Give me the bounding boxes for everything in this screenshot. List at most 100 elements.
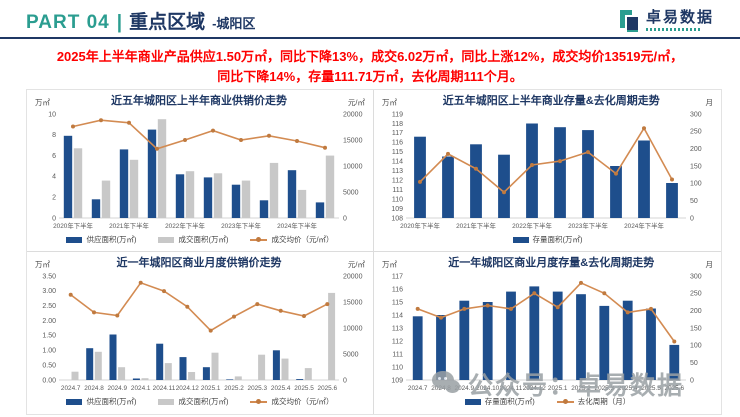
svg-text:0.50: 0.50 (42, 362, 56, 369)
svg-text:250: 250 (690, 291, 702, 298)
chart-title: 近一年城阳区商业月度存量&去化周期走势 (448, 257, 655, 269)
svg-text:3.50: 3.50 (42, 273, 56, 280)
svg-text:200: 200 (690, 146, 702, 153)
left-axis-unit: 万㎡ (382, 260, 397, 269)
chart-grid: 万㎡ 近五年城阳区上半年商业供销价走势 元/㎡ 0 2 4 6 8 10 0 5000 1000… (26, 89, 722, 415)
svg-text:113: 113 (392, 168, 403, 175)
svg-text:4: 4 (52, 174, 56, 181)
page-subtitle: -城阳区 (212, 15, 256, 31)
svg-text:5000: 5000 (343, 351, 359, 358)
svg-text:5000: 5000 (343, 189, 359, 196)
svg-text:250: 250 (690, 129, 702, 136)
svg-text:117: 117 (392, 273, 403, 280)
svg-text:10000: 10000 (343, 325, 363, 332)
svg-text:2025.4: 2025.4 (271, 385, 291, 392)
chart-panel-supply-price-5y: 万㎡ 近五年城阳区上半年商业供销价走势 元/㎡ 0 2 4 6 8 10 0 5000 1000… (27, 90, 374, 252)
legend-item: 成交均价（元/㎡） (250, 234, 334, 245)
svg-text:2024.10: 2024.10 (476, 385, 500, 392)
svg-text:2024.8: 2024.8 (431, 385, 451, 392)
chart-panel-stock-cycle-5y: 万㎡ 近五年城阳区上半年商业存量&去化周期走势 月 108 109 110 111 11… (374, 90, 721, 252)
svg-text:119: 119 (392, 111, 403, 118)
svg-text:1.50: 1.50 (42, 333, 56, 340)
svg-text:2.50: 2.50 (42, 303, 56, 310)
left-axis-unit: 万㎡ (382, 98, 397, 107)
chart-title: 近五年城阳区上半年商业存量&去化周期走势 (442, 95, 660, 107)
svg-text:2025.5: 2025.5 (294, 385, 314, 392)
svg-text:2021年下半年: 2021年下半年 (456, 221, 496, 230)
svg-text:109: 109 (391, 206, 403, 213)
svg-text:2: 2 (52, 195, 56, 202)
svg-text:2023年下半年: 2023年下半年 (568, 221, 608, 230)
svg-text:300: 300 (690, 111, 702, 118)
svg-text:3.00: 3.00 (42, 288, 56, 295)
svg-text:2024.7: 2024.7 (408, 385, 428, 392)
svg-text:2025.4: 2025.4 (618, 385, 638, 392)
svg-text:2024年下半年: 2024年下半年 (277, 221, 317, 230)
svg-text:2.00: 2.00 (42, 318, 56, 325)
svg-text:2025.5: 2025.5 (641, 385, 661, 392)
svg-text:116: 116 (392, 286, 403, 293)
breadcrumb: PART 04 | 重点区域 -城阳区 (26, 7, 255, 34)
svg-text:2024.11: 2024.11 (153, 385, 176, 392)
svg-text:8: 8 (52, 132, 56, 139)
svg-text:108: 108 (391, 215, 403, 222)
svg-text:2025.3: 2025.3 (248, 385, 268, 392)
svg-text:2024.11: 2024.11 (500, 385, 523, 392)
header: PART 04 | 重点区域 -城阳区 卓易数据 (0, 0, 740, 39)
svg-text:0: 0 (343, 215, 347, 222)
svg-text:0: 0 (690, 377, 694, 384)
legend-item: 存量面积(万㎡) (512, 234, 583, 245)
summary-text: 2025年上半年商业产品供应1.50万㎡，同比下降13%，成交6.02万㎡，同比… (0, 39, 740, 87)
svg-text:2024.12: 2024.12 (176, 385, 200, 392)
svg-text:0: 0 (343, 377, 347, 384)
svg-text:0: 0 (52, 215, 56, 222)
svg-text:2024.7: 2024.7 (61, 385, 81, 392)
svg-text:112: 112 (392, 338, 403, 345)
svg-text:115: 115 (392, 149, 403, 156)
svg-text:10000: 10000 (343, 163, 363, 170)
chart-legend: 供应面积(万㎡) 成交面积(万㎡) 成交均价（元/㎡） (29, 232, 371, 247)
legend-item: 成交面积(万㎡) (158, 396, 228, 407)
legend-item: 成交面积(万㎡) (158, 234, 228, 245)
part-label: PART 04 (26, 11, 110, 33)
svg-text:150: 150 (690, 325, 702, 332)
svg-text:0.00: 0.00 (42, 377, 56, 384)
svg-text:150: 150 (690, 163, 702, 170)
svg-text:100: 100 (690, 181, 702, 188)
svg-text:2022年下半年: 2022年下半年 (165, 221, 205, 230)
chart-legend: 供应面积(万㎡) 成交面积(万㎡) 成交均价（元/㎡） (29, 394, 371, 409)
svg-text:2025.6: 2025.6 (665, 385, 685, 392)
svg-text:50: 50 (690, 360, 698, 367)
svg-text:15000: 15000 (343, 137, 363, 144)
svg-text:110: 110 (392, 196, 403, 203)
svg-text:111: 111 (392, 351, 403, 358)
svg-text:2025.1: 2025.1 (548, 385, 568, 392)
legend-item: 存量面积(万㎡) (464, 396, 535, 407)
logo-tagline (645, 27, 702, 31)
svg-text:115: 115 (392, 299, 403, 306)
legend-item: 去化周期（月） (556, 396, 630, 407)
svg-text:2025.1: 2025.1 (201, 385, 221, 392)
svg-text:114: 114 (392, 312, 403, 319)
svg-text:112: 112 (392, 177, 403, 184)
svg-text:300: 300 (690, 273, 702, 280)
svg-text:2025.6: 2025.6 (318, 385, 338, 392)
svg-text:109: 109 (391, 377, 403, 384)
svg-text:2024.9: 2024.9 (455, 385, 475, 392)
chart-plot: 108 109 110 111 112 113 114 115 116 117 118 119 0 50 1… (391, 111, 702, 230)
svg-text:2025.2: 2025.2 (571, 385, 591, 392)
logo-text: 卓易数据 (645, 8, 714, 26)
svg-text:2023年下半年: 2023年下半年 (221, 221, 261, 230)
chart-panel-supply-price-monthly: 万㎡ 近一年城阳区商业月度供销价走势 元/㎡ 0.00 0.50 1.00 1.50 2… (27, 252, 374, 414)
svg-text:100: 100 (690, 343, 702, 350)
svg-text:10: 10 (48, 111, 56, 118)
chart-panel-stock-cycle-monthly: 万㎡ 近一年城阳区商业月度存量&去化周期走势 月 109 110 111 112 113… (374, 252, 721, 414)
right-axis-unit: 元/㎡ (347, 260, 365, 269)
right-axis-unit: 月 (705, 260, 713, 269)
svg-text:2025.3: 2025.3 (595, 385, 615, 392)
svg-text:50: 50 (690, 198, 698, 205)
svg-text:2024.9: 2024.9 (108, 385, 128, 392)
svg-text:116: 116 (392, 140, 403, 147)
logo-icon (619, 10, 638, 32)
